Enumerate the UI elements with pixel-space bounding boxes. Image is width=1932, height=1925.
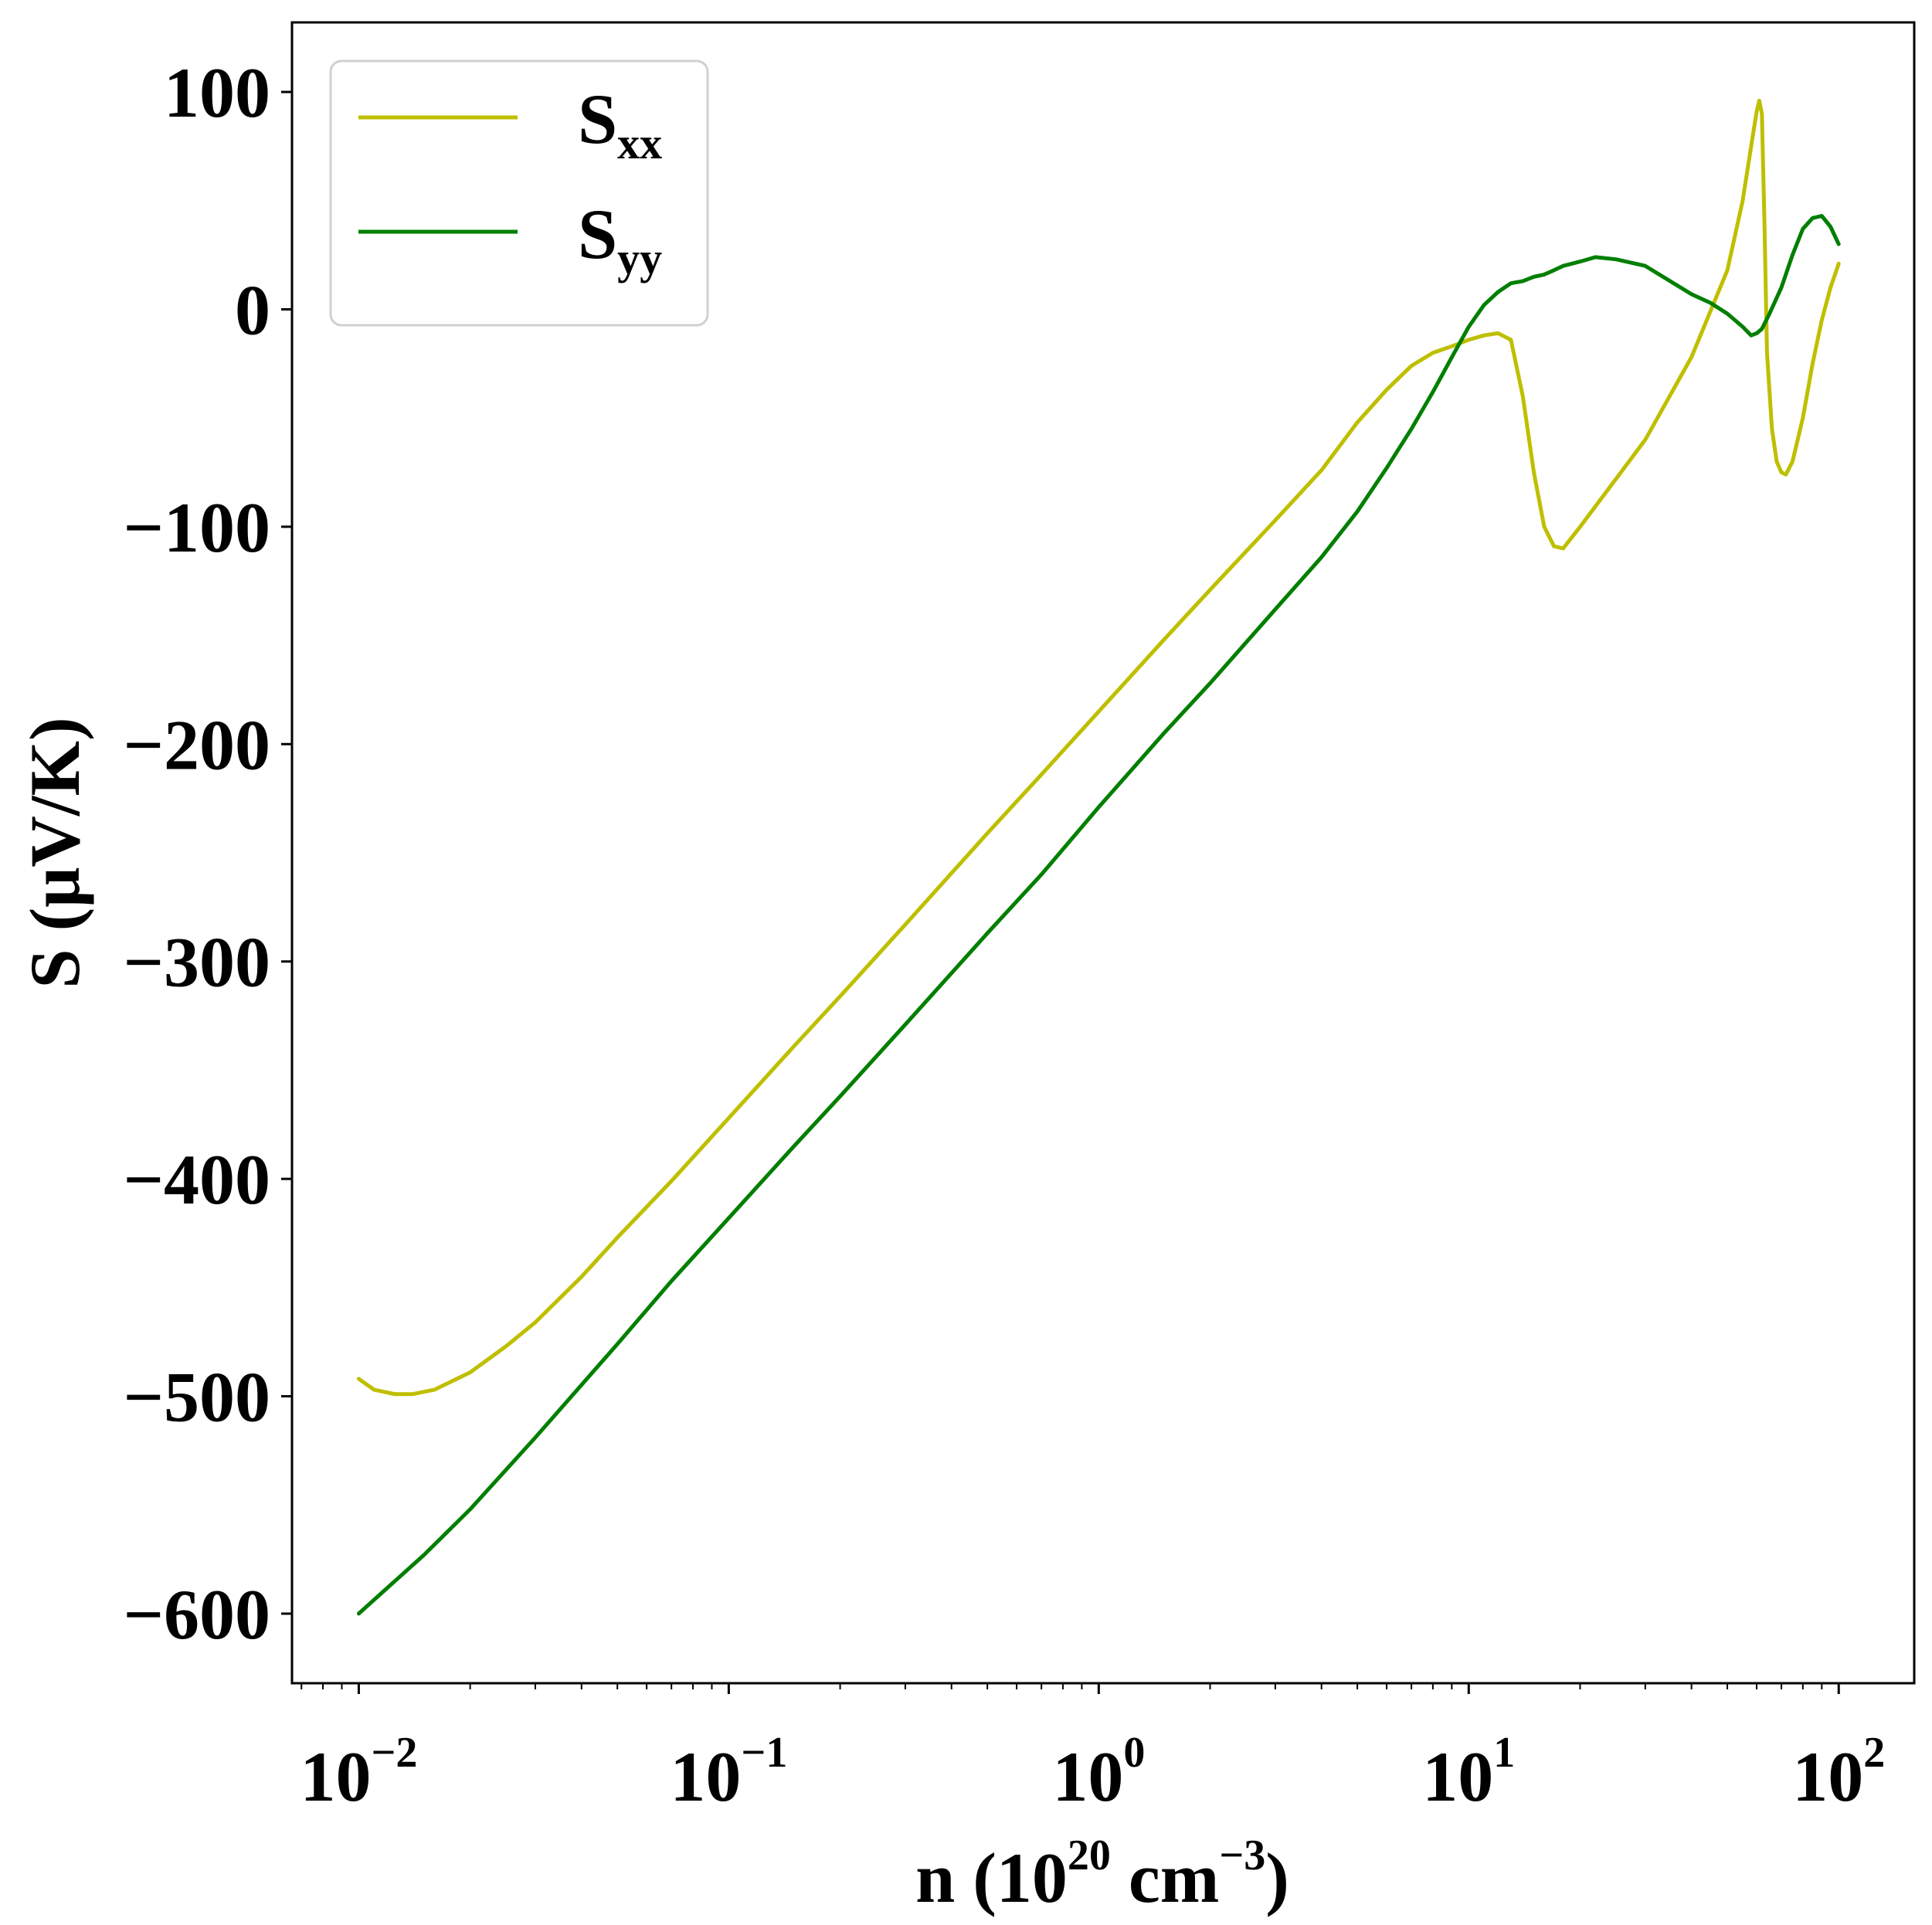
x-axis-title: n (1020 cm−3) — [915, 1832, 1289, 1917]
legend: Sxx Syy — [329, 59, 709, 327]
legend-box — [329, 59, 709, 327]
x-axis: 10−2 10−1 100 101 102 — [300, 1683, 1885, 1816]
series-layer — [356, 98, 1841, 1616]
legend-label-syy: Syy — [578, 195, 662, 283]
series-line-yy — [356, 214, 1841, 1616]
x-tick-label: 102 — [1792, 1729, 1885, 1816]
x-tick-label: 10−1 — [670, 1729, 787, 1816]
y-tick-label: 0 — [235, 270, 270, 349]
plot-frame — [290, 21, 1916, 1685]
y-tick-label: −200 — [124, 705, 270, 784]
y-tick-label: −600 — [124, 1575, 270, 1654]
y-tick-label: −100 — [124, 488, 270, 567]
y-tick-label: −500 — [124, 1358, 270, 1437]
x-tick-label: 10−2 — [300, 1729, 417, 1816]
series-line-xx — [356, 98, 1841, 1397]
y-tick-label: −300 — [124, 923, 270, 1002]
y-axis: 100 0 −100 −200 −300 −400 −500 −600 — [124, 53, 292, 1654]
legend-label-sxx: Sxx — [578, 80, 662, 168]
x-tick-label: 100 — [1052, 1729, 1145, 1816]
y-axis-title: S (μV/K) — [15, 717, 94, 988]
x-tick-label: 101 — [1422, 1729, 1515, 1816]
y-tick-label: −400 — [124, 1140, 270, 1219]
y-tick-label: 100 — [164, 53, 270, 132]
